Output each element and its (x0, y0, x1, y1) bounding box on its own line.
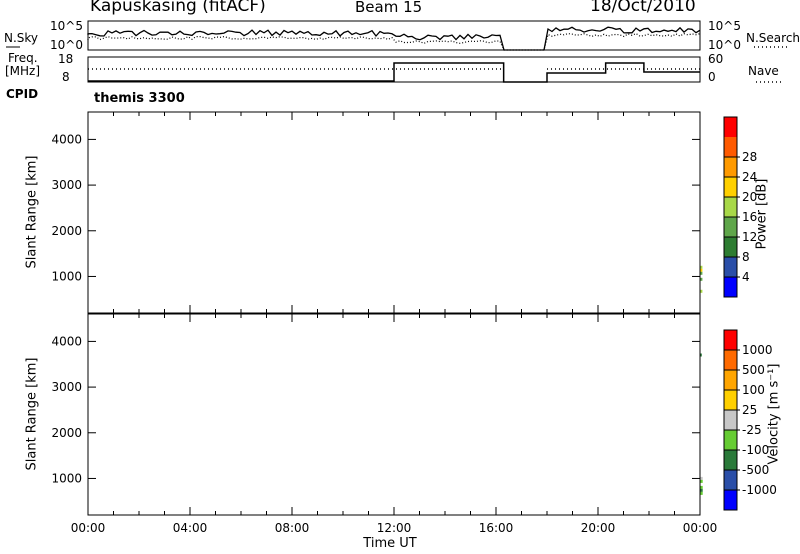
power-cell (699, 271, 703, 275)
nsearch-tick-top: 10^5 (708, 19, 741, 33)
freq-unit-label: [MHz] (5, 64, 41, 78)
power-ytick-label: 1000 (51, 269, 82, 283)
nsky-trace (87, 26, 701, 51)
cpid-label: CPID (6, 87, 39, 101)
velocity-cell (699, 488, 703, 492)
power-panel: 1000 2000 3000 4000 (51, 111, 703, 314)
nsky-label: N.Sky (4, 31, 39, 45)
velocity-cell (699, 485, 703, 489)
nave-tick-bottom: 0 (708, 70, 716, 84)
freq-traces (88, 62, 700, 83)
power-ytick-label: 4000 (51, 132, 82, 146)
nsky-tick-top: 10^5 (50, 19, 83, 33)
freq-tick-bottom: 8 (62, 70, 70, 84)
x-axis-label: Time UT (363, 536, 417, 551)
velocity-cell (699, 479, 703, 483)
velocity-cell (699, 491, 703, 495)
nsearch-trace (87, 32, 701, 51)
power-frame (87, 111, 701, 314)
power-cell (699, 268, 703, 272)
power-cell (699, 277, 703, 281)
date-title: 18/Oct/2010 (590, 0, 696, 16)
freq-label: Freq. (8, 51, 38, 65)
velocity-cell (699, 476, 703, 480)
beam-title: Beam 15 (355, 0, 423, 16)
nsky-traces (87, 26, 701, 51)
nsearch-label: N.Search (746, 31, 800, 45)
freq-tick-top: 18 (58, 52, 74, 66)
nave-tick-top: 60 (708, 52, 724, 66)
nave-label: Nave (748, 64, 779, 78)
power-ytick-label: 2000 (51, 224, 82, 238)
power-ytick-label: 3000 (51, 178, 82, 192)
nsearch-tick-bottom: 10^0 (708, 38, 741, 52)
nsky-tick-bottom: 10^0 (50, 38, 83, 52)
station-title: Kapuskasing (fitACF) (90, 0, 266, 16)
cpid-value: themis 3300 (94, 91, 185, 106)
power-cell (699, 265, 703, 269)
freq-trace (88, 62, 700, 83)
power-cell (699, 289, 703, 293)
